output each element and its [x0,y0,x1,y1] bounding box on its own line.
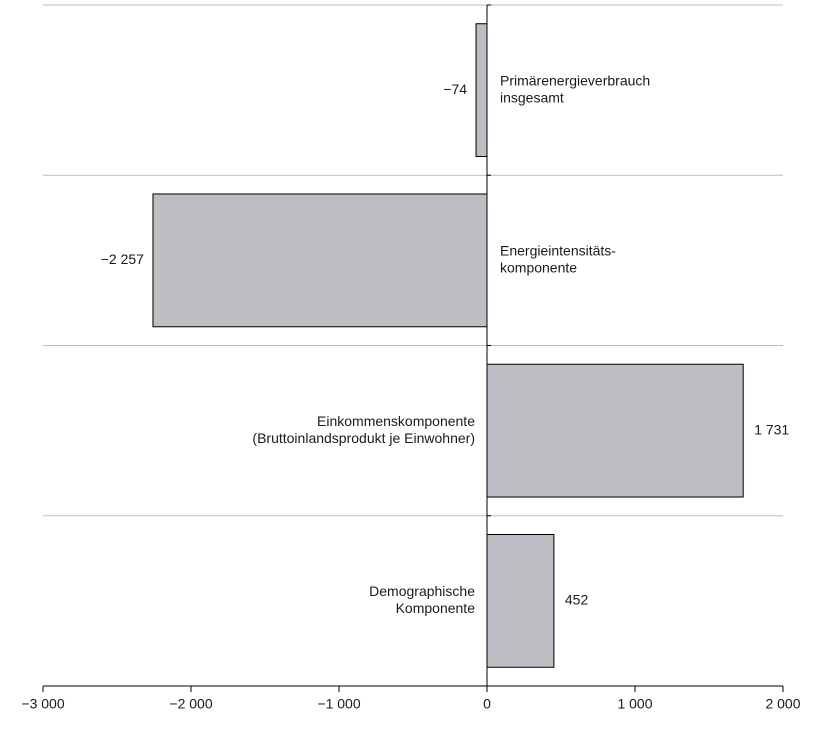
value-label: −74 [443,81,467,97]
bar [486,533,555,668]
category-label: (Bruttoinlandsprodukt je Einwohner) [252,430,475,446]
value-label: 452 [565,592,589,608]
x-tick-label: 1 000 [617,696,652,712]
bar [486,363,744,498]
category-label: Einkommenskomponente [317,413,475,429]
category-label: insgesamt [500,89,564,105]
value-label: 1 731 [754,421,789,437]
x-tick-label: 0 [483,696,491,712]
x-tick-label: −3 000 [21,696,64,712]
category-label: komponente [500,260,577,276]
x-tick-label: −2 000 [169,696,212,712]
category-label: Komponente [396,600,476,616]
bar [475,23,488,158]
x-tick-label: −1 000 [317,696,360,712]
value-label: −2 257 [101,251,144,267]
category-label: Primärenergieverbrauch [500,72,650,88]
bar [152,193,488,328]
category-label: Demographische [369,583,475,599]
x-tick-label: 2 000 [765,696,800,712]
category-label: Energieintensitäts- [500,243,616,259]
